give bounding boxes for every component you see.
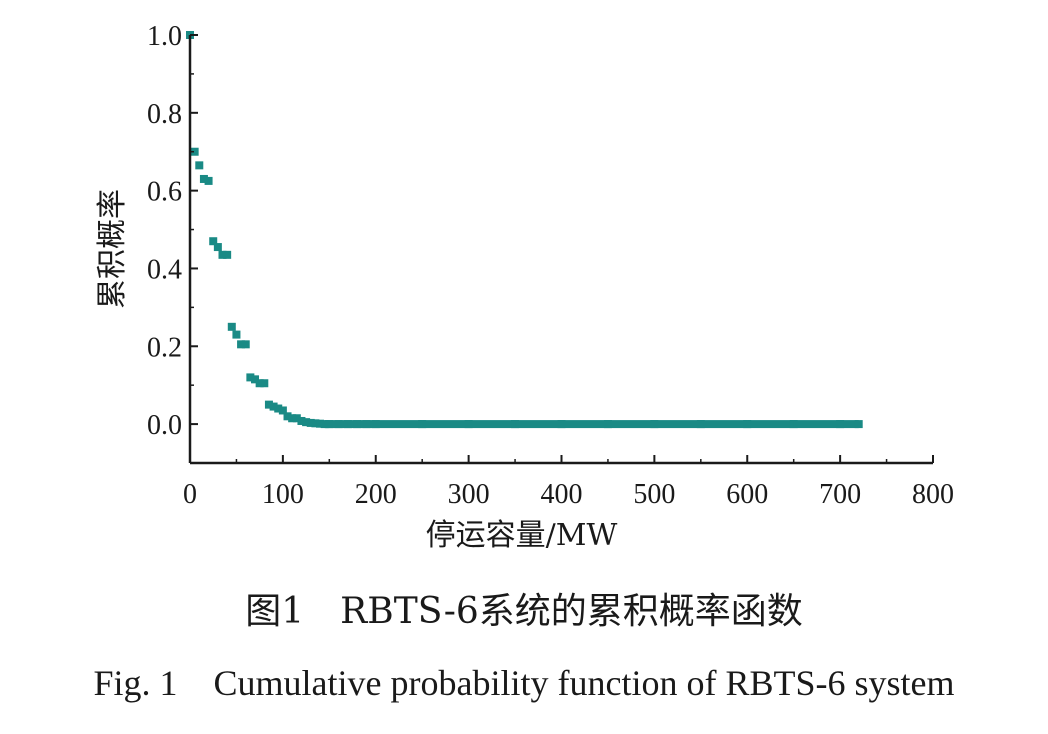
data-point-band bbox=[329, 420, 339, 429]
data-point bbox=[213, 243, 222, 252]
data-point bbox=[246, 373, 255, 382]
y-tick-label: 0.0 bbox=[147, 410, 182, 441]
data-point bbox=[288, 414, 297, 423]
data-points bbox=[186, 31, 863, 429]
axes bbox=[188, 34, 934, 465]
data-point-band bbox=[422, 420, 469, 429]
data-point bbox=[218, 250, 227, 259]
data-point bbox=[209, 237, 218, 246]
x-tick-label: 500 bbox=[633, 479, 675, 510]
x-tick-label: 100 bbox=[262, 479, 304, 510]
data-point-band bbox=[375, 420, 423, 429]
x-tick-label: 300 bbox=[448, 479, 490, 510]
data-point-band bbox=[468, 420, 516, 429]
x-tick-label: 0 bbox=[183, 479, 197, 510]
data-point-band bbox=[366, 420, 376, 429]
data-point-band bbox=[840, 420, 859, 429]
data-point-band bbox=[338, 420, 348, 429]
data-point bbox=[302, 418, 311, 427]
y-tick-label: 0.6 bbox=[147, 177, 182, 208]
x-tick-label: 800 bbox=[912, 479, 954, 510]
data-point bbox=[292, 414, 301, 423]
data-point bbox=[316, 419, 325, 428]
y-axis-label: 累积概率 bbox=[95, 189, 130, 309]
data-point-band bbox=[515, 420, 562, 429]
x-tick-label: 700 bbox=[819, 479, 861, 510]
data-point bbox=[306, 418, 315, 427]
data-point bbox=[227, 322, 236, 331]
data-point-band bbox=[747, 420, 794, 429]
data-point-band bbox=[793, 420, 841, 429]
data-point bbox=[260, 379, 269, 388]
data-point bbox=[255, 379, 264, 388]
x-tick-label: 200 bbox=[355, 479, 397, 510]
y-tick-label: 0.8 bbox=[147, 99, 182, 130]
data-point bbox=[190, 147, 199, 156]
data-point bbox=[278, 406, 287, 415]
figure-caption-english: Fig. 1 Cumulative probability function o… bbox=[93, 663, 955, 703]
data-point bbox=[237, 340, 246, 349]
data-point bbox=[251, 375, 260, 384]
data-point bbox=[854, 420, 863, 429]
data-point-band bbox=[654, 420, 701, 429]
data-point-band bbox=[561, 420, 608, 429]
y-tick-label: 1.0 bbox=[147, 21, 182, 52]
x-tick-label: 600 bbox=[726, 479, 768, 510]
data-point bbox=[223, 250, 232, 259]
data-point bbox=[264, 400, 273, 409]
y-tick-label: 0.4 bbox=[147, 254, 182, 285]
data-point-band bbox=[357, 420, 367, 429]
tick-labels: 0 100 200 300 400 500 600 700 800 0.0 0.2 0.4 0.6 0.8… bbox=[147, 21, 954, 510]
data-point bbox=[232, 330, 241, 339]
data-point bbox=[283, 412, 292, 421]
data-point bbox=[311, 419, 320, 428]
data-point bbox=[269, 402, 278, 411]
data-point bbox=[241, 340, 250, 349]
x-tick-label: 400 bbox=[541, 479, 583, 510]
data-point bbox=[274, 404, 283, 413]
data-point-band bbox=[347, 420, 358, 429]
data-point bbox=[195, 161, 204, 170]
data-point bbox=[199, 174, 208, 183]
data-point bbox=[297, 416, 306, 425]
y-tick-label: 0.2 bbox=[147, 332, 182, 363]
x-axis-label: 停运容量/MW bbox=[426, 518, 618, 553]
data-point-band bbox=[607, 420, 655, 429]
data-point bbox=[204, 176, 213, 185]
cumulative-probability-chart: 0 100 200 300 400 500 600 700 800 0.0 0.2 0.4 0.6 0.8… bbox=[95, 21, 954, 553]
figure-caption-chinese: 图1 RBTS-6系统的累积概率函数 bbox=[245, 591, 803, 632]
data-point-band bbox=[700, 420, 748, 429]
